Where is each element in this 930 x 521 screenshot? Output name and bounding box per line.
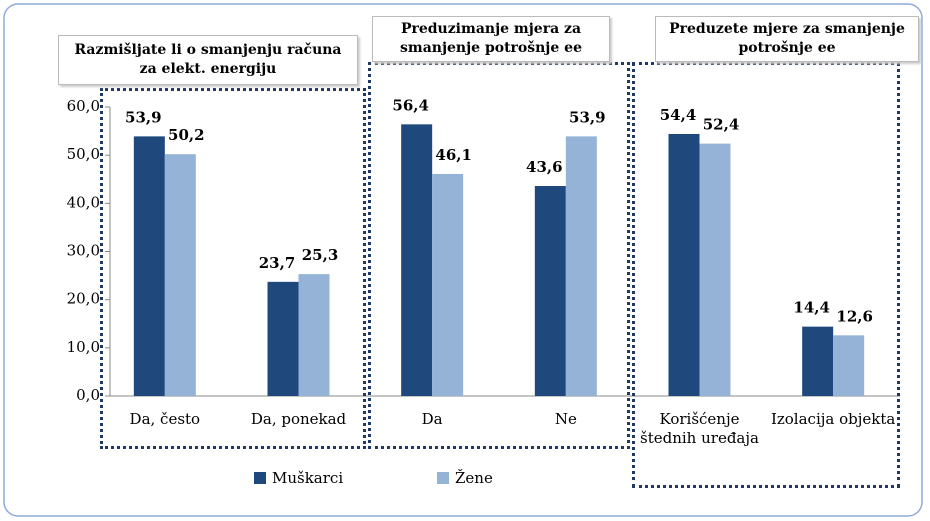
group-title: Preduzimanje mjera za smanjenje potrošnj… <box>372 16 610 62</box>
y-tick-label: 40,0 <box>67 193 100 211</box>
group-title: Preduzete mjere za smanjenje potrošnje e… <box>655 16 919 62</box>
y-tick-label: 50,0 <box>67 145 100 163</box>
group-title: Razmišljate li o smanjenju računa za ele… <box>58 35 358 85</box>
x-tick-label: Da, često <box>129 410 201 428</box>
bar <box>432 173 464 396</box>
bar <box>668 133 700 396</box>
data-label: 14,4 <box>793 299 830 317</box>
data-label: 53,9 <box>125 108 162 126</box>
bar <box>133 136 165 397</box>
legend-marker <box>254 472 266 484</box>
bar <box>802 326 834 396</box>
x-tick-label: Korišćenje štednih uređaja <box>640 410 759 447</box>
legend-marker <box>437 472 449 484</box>
group-box <box>100 88 366 449</box>
bar <box>164 154 196 396</box>
data-label: 23,7 <box>259 254 296 272</box>
y-tick-label: 20,0 <box>67 290 100 308</box>
y-tick-label: 30,0 <box>67 242 100 260</box>
data-label: 53,9 <box>569 108 606 126</box>
bar <box>699 143 731 396</box>
bar <box>534 185 566 396</box>
data-label: 50,2 <box>168 126 205 144</box>
data-label: 56,4 <box>392 96 429 114</box>
legend-label: Žene <box>455 469 493 487</box>
x-tick-label: Da <box>421 410 443 428</box>
bar <box>298 274 330 396</box>
bar <box>833 335 865 396</box>
data-label: 12,6 <box>836 307 873 325</box>
data-label: 46,1 <box>435 146 472 164</box>
y-tick-label: 0,0 <box>76 386 100 404</box>
chart-border <box>3 3 923 517</box>
data-label: 52,4 <box>703 116 740 134</box>
legend-label: Muškarci <box>272 469 343 487</box>
y-tick-label: 60,0 <box>67 97 100 115</box>
x-tick-label: Ne <box>554 410 577 428</box>
x-tick-label: Da, ponekad <box>250 410 347 428</box>
bar <box>267 281 299 396</box>
group-box <box>368 62 630 449</box>
data-label: 25,3 <box>302 246 339 264</box>
data-label: 43,6 <box>526 158 563 176</box>
group-box <box>632 62 900 488</box>
y-tick-label: 10,0 <box>67 338 100 356</box>
x-tick-label: Izolacija objekta <box>770 410 896 428</box>
bar <box>401 124 433 396</box>
bar <box>565 136 597 397</box>
data-label: 54,4 <box>660 106 697 124</box>
